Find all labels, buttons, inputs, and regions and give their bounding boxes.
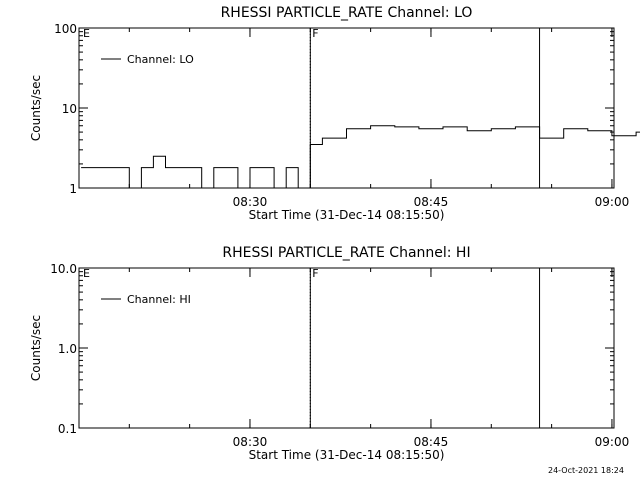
x-tick-label: 08:30	[233, 195, 268, 209]
chart-panel-1: RHESSI PARTICLE_RATE Channel: LO 1 10 100 08…	[29, 5, 640, 222]
y-tick-label: 10.0	[50, 262, 77, 276]
series-line	[81, 125, 640, 189]
footer-timestamp: 24-Oct-2021 18:24	[548, 466, 624, 475]
y-tick-label: 1	[69, 182, 77, 196]
x-tick-label: 09:00	[595, 435, 630, 449]
legend-label: Channel: LO	[127, 53, 194, 66]
flag-label: E	[83, 27, 90, 40]
y-tick-label: 0.1	[58, 422, 77, 436]
flag-label: F	[312, 27, 318, 40]
x-axis-label: Start Time (31-Dec-14 08:15:50)	[249, 448, 445, 462]
chart-title: RHESSI PARTICLE_RATE Channel: HI	[222, 245, 470, 261]
chart-title: RHESSI PARTICLE_RATE Channel: LO	[221, 5, 473, 21]
chart-panel-2: RHESSI PARTICLE_RATE Channel: HI 0.1 1.0 10…	[29, 245, 630, 462]
y-tick-label: 1.0	[58, 342, 77, 356]
x-tick-label: 08:45	[414, 435, 449, 449]
plot-frame	[78, 27, 615, 189]
y-axis-label: Counts/sec	[29, 75, 43, 141]
legend-label: Channel: HI	[127, 293, 191, 306]
x-tick-label: 09:00	[595, 195, 630, 209]
y-axis-label: Counts/sec	[29, 315, 43, 381]
x-axis-label: Start Time (31-Dec-14 08:15:50)	[249, 208, 445, 222]
flag-label: E	[83, 267, 90, 280]
flag-label: F	[312, 267, 318, 280]
x-tick-label: 08:30	[233, 435, 268, 449]
x-tick-label: 08:45	[414, 195, 449, 209]
plot-frame	[78, 267, 615, 429]
y-tick-label: 100	[54, 22, 77, 36]
y-tick-label: 10	[62, 102, 77, 116]
